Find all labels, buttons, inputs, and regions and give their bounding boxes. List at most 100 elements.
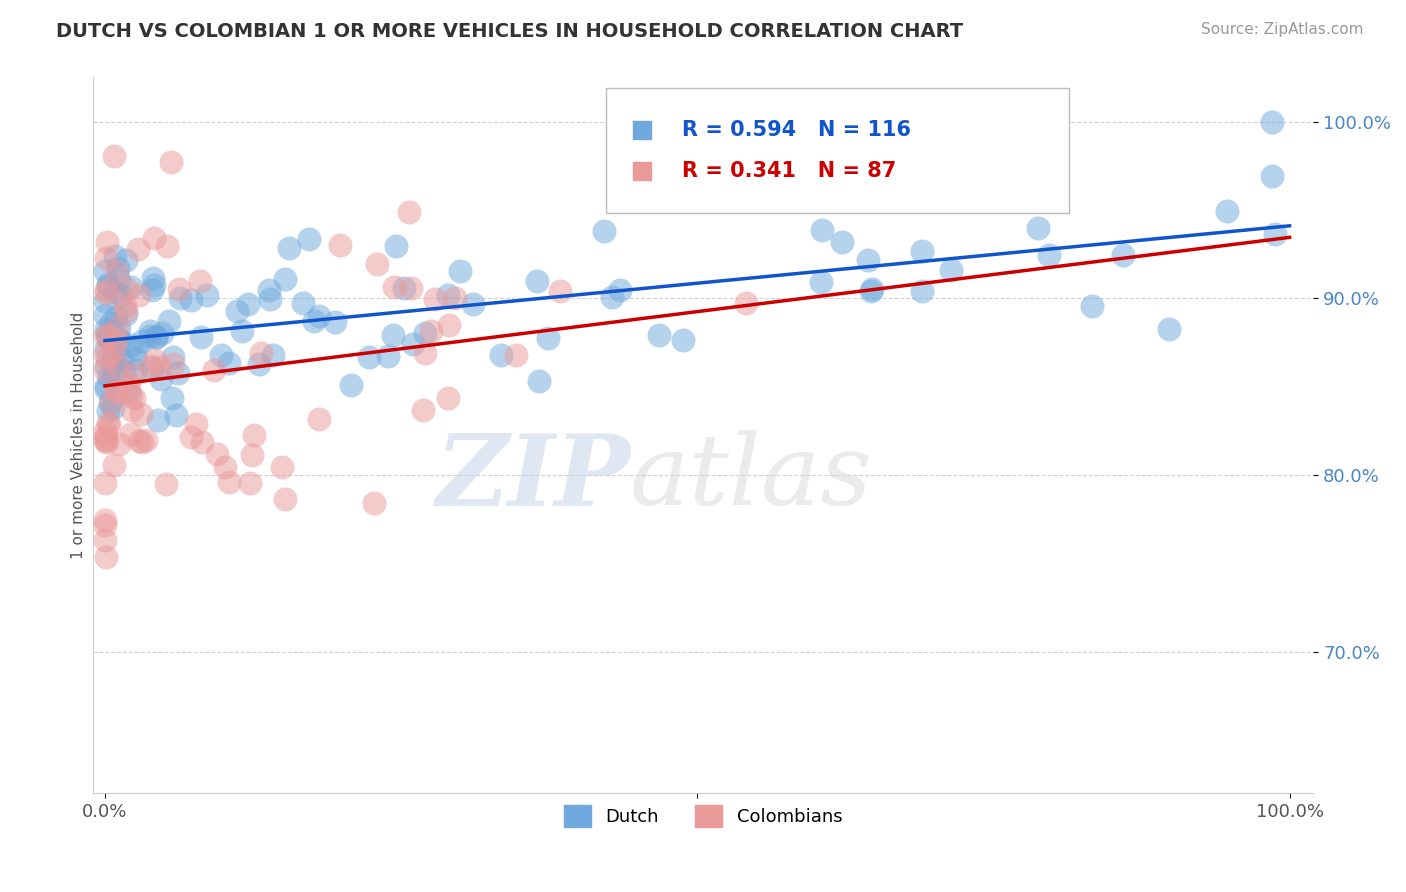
Colombians	[240, 448, 263, 462]
Dutch	[359, 350, 381, 364]
Dutch	[103, 345, 125, 359]
Dutch	[385, 239, 408, 253]
Dutch	[1261, 114, 1284, 128]
Colombians	[135, 433, 157, 447]
Dutch	[112, 364, 135, 378]
Dutch	[302, 314, 325, 328]
Colombians	[142, 230, 165, 244]
Colombians	[382, 280, 405, 294]
Colombians	[94, 329, 117, 343]
Dutch	[195, 288, 218, 302]
Dutch	[148, 413, 170, 427]
Colombians	[105, 333, 128, 347]
Dutch	[810, 222, 832, 236]
Dutch	[103, 355, 125, 369]
Dutch	[402, 336, 425, 351]
Colombians	[94, 513, 117, 527]
Dutch	[323, 315, 346, 329]
Dutch	[138, 329, 160, 343]
Dutch	[96, 326, 118, 341]
Dutch	[810, 275, 832, 289]
Colombians	[218, 475, 240, 490]
Colombians	[329, 238, 352, 252]
Dutch	[94, 379, 117, 393]
Dutch	[648, 328, 671, 343]
Dutch	[489, 348, 512, 362]
Dutch	[114, 253, 136, 268]
Dutch	[860, 284, 883, 298]
Dutch	[190, 330, 212, 344]
Dutch	[94, 382, 117, 396]
Colombians	[131, 434, 153, 449]
Dutch	[108, 333, 131, 347]
Colombians	[169, 282, 191, 296]
Dutch	[262, 348, 284, 362]
Colombians	[128, 434, 150, 449]
Dutch	[157, 314, 180, 328]
Dutch	[1260, 169, 1282, 184]
Colombians	[143, 353, 166, 368]
Dutch	[124, 351, 146, 365]
Colombians	[139, 359, 162, 373]
Colombians	[103, 148, 125, 162]
Dutch	[150, 326, 173, 340]
Colombians	[120, 388, 142, 402]
Dutch	[463, 297, 485, 311]
Dutch	[94, 264, 117, 278]
Dutch	[139, 324, 162, 338]
Dutch	[101, 401, 124, 416]
Colombians	[100, 394, 122, 409]
Dutch	[104, 250, 127, 264]
Colombians	[94, 252, 117, 266]
Dutch	[165, 408, 187, 422]
Colombians	[205, 446, 228, 460]
Colombians	[250, 345, 273, 359]
Colombians	[96, 434, 118, 449]
Dutch	[105, 330, 128, 344]
Dutch	[108, 321, 131, 335]
Dutch	[381, 327, 404, 342]
Colombians	[105, 320, 128, 334]
Dutch	[94, 294, 117, 309]
Colombians	[548, 284, 571, 298]
Colombians	[94, 286, 117, 301]
Colombians	[97, 416, 120, 430]
Colombians	[162, 357, 184, 371]
Dutch	[600, 290, 623, 304]
Dutch	[110, 288, 132, 302]
Colombians	[94, 362, 117, 376]
Dutch	[277, 241, 299, 255]
Dutch	[141, 283, 163, 297]
Dutch	[939, 263, 962, 277]
Dutch	[449, 264, 471, 278]
Dutch	[225, 303, 247, 318]
Colombians	[734, 296, 756, 310]
Colombians	[148, 360, 170, 375]
Dutch	[141, 360, 163, 375]
Colombians	[191, 434, 214, 449]
Colombians	[127, 243, 149, 257]
Colombians	[437, 391, 460, 405]
Dutch	[118, 384, 141, 399]
Colombians	[398, 205, 420, 219]
Dutch	[1081, 299, 1104, 313]
Dutch	[97, 278, 120, 293]
Legend: Dutch, Colombians: Dutch, Colombians	[557, 798, 849, 834]
Dutch	[115, 307, 138, 321]
Dutch	[831, 235, 853, 249]
Colombians	[308, 412, 330, 426]
Dutch	[860, 282, 883, 296]
Colombians	[437, 318, 460, 333]
Colombians	[103, 343, 125, 357]
Colombians	[423, 292, 446, 306]
Dutch	[107, 261, 129, 276]
Dutch	[257, 283, 280, 297]
Colombians	[97, 418, 120, 433]
Colombians	[129, 407, 152, 421]
Colombians	[180, 430, 202, 444]
Dutch	[145, 330, 167, 344]
Dutch	[180, 293, 202, 308]
Colombians	[412, 403, 434, 417]
Dutch	[911, 244, 934, 259]
Dutch	[592, 224, 614, 238]
